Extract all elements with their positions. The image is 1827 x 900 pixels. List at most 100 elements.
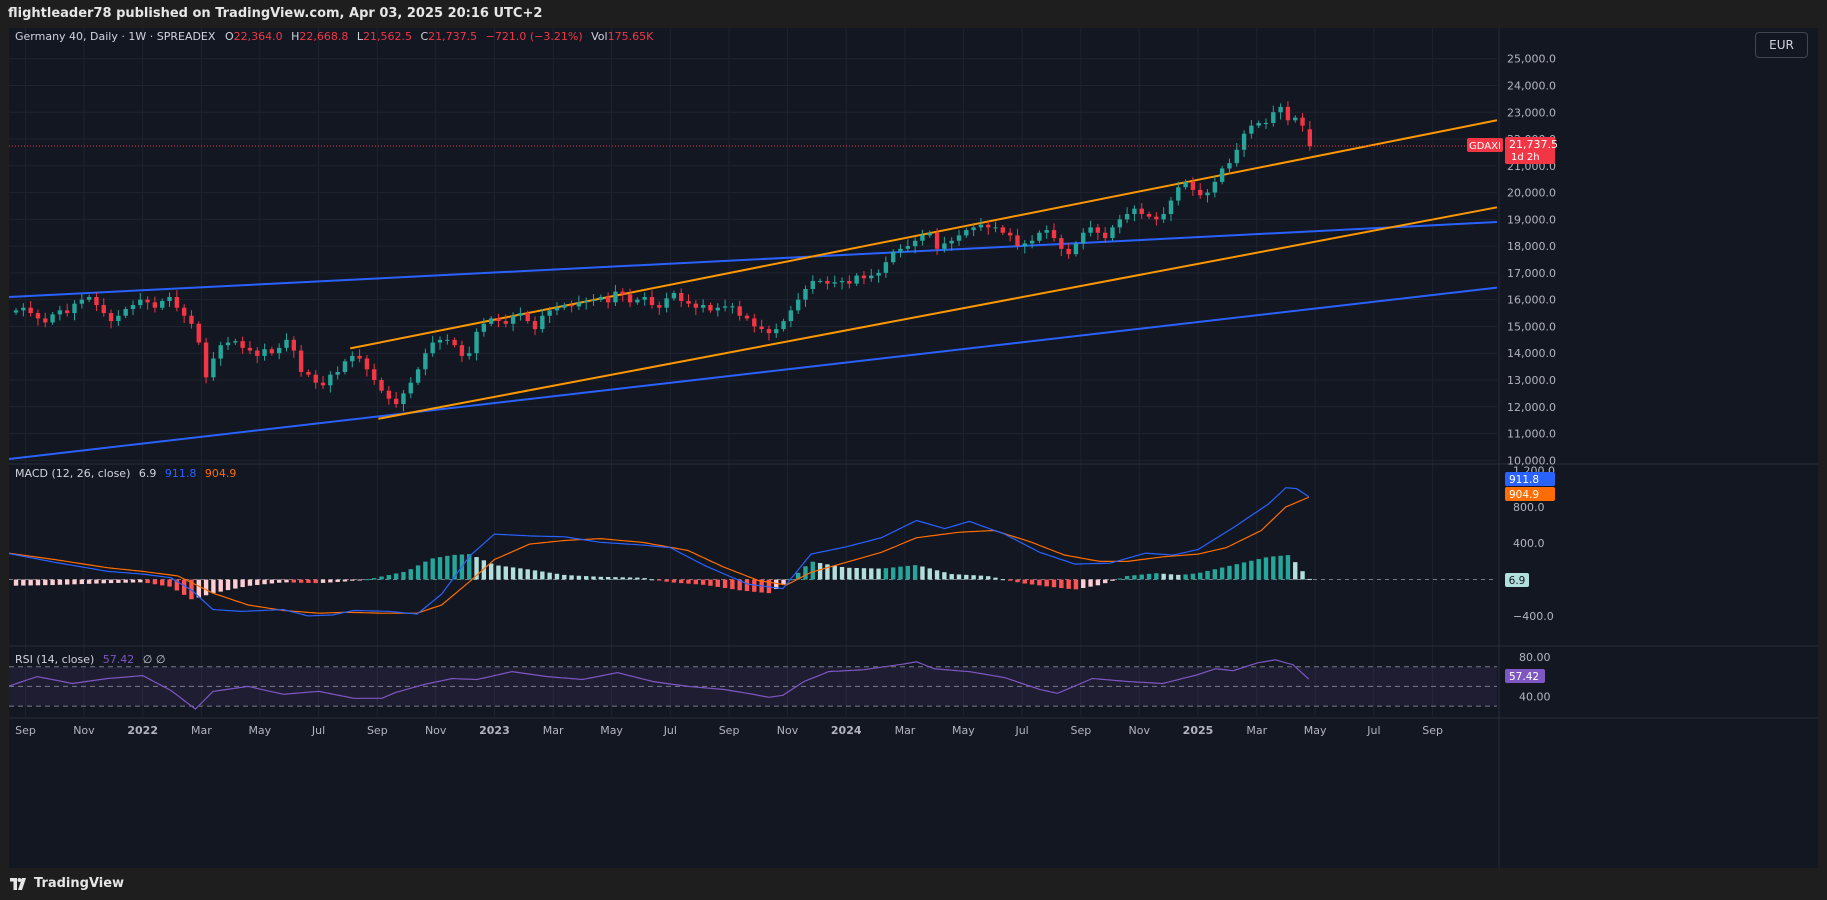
candle-body	[971, 227, 976, 231]
candle-body	[430, 342, 435, 354]
macd-histogram-bar	[181, 579, 187, 595]
candle-body	[255, 350, 260, 356]
macd-histogram-bar	[810, 561, 815, 580]
legend-low: 21,562.5	[363, 30, 412, 43]
candle-body	[1095, 227, 1101, 233]
price-tick-label: 19,000.0	[1507, 213, 1556, 226]
tradingview-logo[interactable]: TradingView	[10, 868, 124, 900]
price-tick-label: 20,000.0	[1507, 187, 1556, 200]
macd-histogram-bar	[986, 576, 991, 580]
macd-histogram-bar	[715, 579, 720, 587]
candle-body	[649, 297, 655, 306]
macd-histogram-bar	[255, 579, 260, 585]
time-tick-label: 2022	[127, 724, 158, 737]
candle-body	[1132, 208, 1137, 214]
macd-histogram-bar	[1059, 579, 1064, 589]
candle-body	[898, 248, 903, 252]
candle-body	[372, 369, 377, 380]
candle-body	[949, 240, 954, 244]
macd-histogram-bar	[364, 579, 370, 581]
drawing-trendlines[interactable]	[8, 119, 1498, 460]
candle-body	[510, 315, 516, 324]
macd-histogram-bar	[247, 579, 253, 586]
candle-body	[313, 374, 318, 383]
candle-body	[883, 262, 889, 273]
candle-body	[1066, 248, 1071, 255]
time-tick-label: May	[952, 724, 975, 737]
chart-area[interactable]: 10,000.0 11,000.0 12,000.0 13,000.0 14,000.0…	[8, 28, 1818, 868]
macd-histogram-bar	[160, 579, 165, 586]
macd-tick-label: 400.0	[1513, 537, 1545, 550]
time-tick-label: Mar	[191, 724, 212, 737]
currency-selector[interactable]: EUR	[1755, 32, 1808, 58]
macd-histogram-bar	[57, 579, 63, 585]
macd-histogram-bar	[1285, 555, 1291, 580]
macd-histogram-bar	[605, 576, 611, 580]
hist-badge-value: 6.9	[1509, 575, 1526, 587]
macd-legend-signal: 904.9	[205, 467, 237, 480]
macd-histogram-bar	[1007, 579, 1013, 581]
candle-body	[459, 345, 465, 356]
candle-body	[21, 307, 26, 311]
candle-body	[869, 275, 874, 279]
macd-tick-label: 800.0	[1513, 501, 1545, 514]
macd-histogram-bar	[291, 579, 296, 583]
macd-histogram-bar	[437, 557, 443, 580]
rsi-legend[interactable]: RSI (14, close) 57.42 ∅ ∅	[15, 653, 165, 666]
bar-countdown: 1d 2h	[1511, 152, 1540, 163]
candle-body	[1212, 181, 1218, 193]
macd-histogram-bar	[116, 579, 121, 583]
candle-body	[1051, 230, 1057, 239]
legend-volume: 175.65K	[608, 30, 654, 43]
candle-body	[437, 339, 443, 343]
time-tick-label: May	[600, 724, 623, 737]
macd-histogram-bar	[620, 577, 625, 580]
candle-body	[145, 299, 150, 303]
macd-histogram-bar	[518, 568, 523, 580]
candle-body	[912, 240, 918, 247]
macd-histogram-bar	[408, 569, 413, 580]
candle-body	[43, 318, 48, 323]
candle-body	[803, 288, 808, 300]
macd-line	[8, 487, 1310, 617]
last-price-badge	[1505, 137, 1555, 164]
candle-body	[1088, 227, 1093, 233]
legend-vol-label: Vol	[591, 30, 607, 43]
main-legend[interactable]: Germany 40, Daily · 1W · SPREADEX O22,36…	[15, 30, 654, 43]
macd-histogram-bar	[781, 579, 786, 585]
macd-histogram-bar	[1051, 579, 1057, 588]
candle-body	[832, 282, 837, 284]
macd-histogram-bar	[708, 579, 713, 586]
macd-histogram-bar	[657, 579, 662, 581]
macd-histogram-bar	[123, 579, 128, 583]
macd-histogram-bar	[28, 579, 33, 586]
candle-body	[722, 306, 728, 308]
rsi-tick-label: 40.00	[1519, 690, 1551, 703]
candle-body	[233, 341, 238, 343]
macd-histogram-bar	[467, 554, 472, 580]
candle-body	[591, 299, 596, 302]
candle-body	[554, 307, 560, 311]
candle-body	[328, 374, 333, 386]
price-tick-label: 24,000.0	[1507, 79, 1556, 92]
candle-body	[160, 301, 165, 308]
candle-body	[1293, 117, 1298, 121]
candle-body	[540, 315, 545, 330]
candle-body	[1037, 232, 1042, 241]
macd-histogram-bar	[430, 558, 435, 580]
macd-histogram-bar	[1073, 579, 1079, 590]
candle-body	[203, 342, 209, 378]
macd-histogram-bar	[328, 579, 333, 583]
candle-body	[547, 310, 552, 316]
candle-body	[1263, 122, 1269, 124]
legend-symbol: Germany 40, Daily · 1W · SPREADEX	[15, 30, 216, 43]
macd-histogram-bar	[276, 579, 282, 583]
publisher-text: flightleader78 published on TradingView.…	[8, 6, 543, 21]
chart-svg[interactable]: 10,000.0 11,000.0 12,000.0 13,000.0 14,000.0…	[8, 28, 1818, 868]
macd-legend[interactable]: MACD (12, 26, close) 6.9 911.8 904.9	[15, 467, 236, 480]
macd-histogram-bar	[730, 579, 735, 590]
macd-histogram-bar	[649, 579, 655, 581]
legend-open: 22,364.0	[234, 30, 283, 43]
macd-histogram-bar	[854, 567, 859, 580]
candle-body	[810, 280, 815, 289]
